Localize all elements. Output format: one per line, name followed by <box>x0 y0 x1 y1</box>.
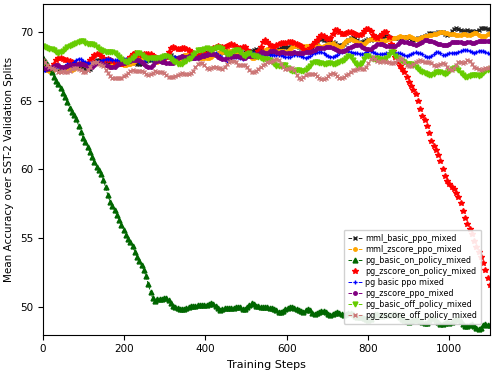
mml_basic_ppo_mixed <box>69 64 75 68</box>
pg_zscore_ppo_mixed <box>67 62 73 67</box>
pg_basic_off_policy_mixed <box>451 65 457 70</box>
Line: pg_basic_on_policy_mixed: pg_basic_on_policy_mixed <box>41 56 492 331</box>
pg_zscore_ppo_mixed <box>424 38 430 43</box>
X-axis label: Training Steps: Training Steps <box>227 360 306 370</box>
pg basic ppo mixed <box>58 65 64 70</box>
pg basic ppo mixed <box>159 55 165 60</box>
mml_zscore_ppo_mixed <box>40 65 45 69</box>
pg basic ppo mixed <box>40 69 45 73</box>
pg_basic_off_policy_mixed <box>487 67 493 72</box>
pg_zscore_off_policy_mixed <box>40 57 45 62</box>
pg_zscore_off_policy_mixed <box>67 68 73 73</box>
pg_basic_off_policy_mixed <box>58 50 64 55</box>
pg_zscore_off_policy_mixed <box>159 70 165 75</box>
mml_basic_ppo_mixed <box>60 65 66 70</box>
mml_basic_ppo_mixed <box>40 65 45 69</box>
pg_zscore_on_policy_mixed <box>487 283 493 288</box>
Line: pg_zscore_ppo_mixed: pg_zscore_ppo_mixed <box>41 39 492 70</box>
pg_basic_off_policy_mixed <box>469 73 475 77</box>
Line: pg_basic_off_policy_mixed: pg_basic_off_policy_mixed <box>41 39 492 79</box>
Line: pg_zscore_off_policy_mixed: pg_zscore_off_policy_mixed <box>41 56 492 81</box>
mml_basic_ppo_mixed <box>125 59 131 64</box>
pg_zscore_off_policy_mixed <box>453 62 459 67</box>
pg basic ppo mixed <box>467 49 473 53</box>
pg_zscore_off_policy_mixed <box>321 77 327 82</box>
Line: pg_zscore_on_policy_mixed: pg_zscore_on_policy_mixed <box>40 27 493 288</box>
pg_zscore_ppo_mixed <box>40 66 45 71</box>
mml_zscore_ppo_mixed <box>161 55 167 59</box>
pg_zscore_off_policy_mixed <box>487 65 493 69</box>
mml_basic_ppo_mixed <box>46 68 52 73</box>
Line: mml_basic_ppo_mixed: mml_basic_ppo_mixed <box>41 26 492 72</box>
pg_zscore_on_policy_mixed <box>366 27 371 31</box>
mml_zscore_ppo_mixed <box>60 64 66 69</box>
pg_basic_off_policy_mixed <box>40 43 45 48</box>
pg_zscore_on_policy_mixed <box>67 58 73 63</box>
pg_zscore_on_policy_mixed <box>467 226 473 231</box>
mml_zscore_ppo_mixed <box>69 67 75 72</box>
mml_basic_ppo_mixed <box>487 27 493 31</box>
pg basic ppo mixed <box>462 47 468 52</box>
mml_zscore_ppo_mixed <box>440 30 446 34</box>
pg_zscore_off_policy_mixed <box>58 70 64 74</box>
pg_basic_on_policy_mixed <box>464 324 470 328</box>
pg basic ppo mixed <box>449 50 454 55</box>
mml_basic_ppo_mixed <box>467 28 473 33</box>
pg_zscore_on_policy_mixed <box>58 56 64 60</box>
pg_basic_off_policy_mixed <box>125 59 131 64</box>
pg_zscore_on_policy_mixed <box>159 57 165 62</box>
pg_zscore_ppo_mixed <box>487 39 493 43</box>
pg basic ppo mixed <box>487 52 493 56</box>
pg_basic_on_policy_mixed <box>58 86 64 91</box>
pg_zscore_off_policy_mixed <box>370 55 376 59</box>
pg basic ppo mixed <box>67 62 73 66</box>
pg_zscore_on_policy_mixed <box>451 187 457 192</box>
pg_zscore_ppo_mixed <box>451 40 457 44</box>
pg_basic_on_policy_mixed <box>67 105 73 110</box>
pg_zscore_ppo_mixed <box>467 40 473 45</box>
mml_basic_ppo_mixed <box>480 26 486 30</box>
mml_basic_ppo_mixed <box>161 53 167 58</box>
Line: mml_zscore_ppo_mixed: mml_zscore_ppo_mixed <box>41 30 492 73</box>
pg_zscore_off_policy_mixed <box>469 61 475 66</box>
pg_zscore_on_policy_mixed <box>123 59 129 64</box>
mml_zscore_ppo_mixed <box>469 32 475 37</box>
pg_basic_on_policy_mixed <box>476 327 482 331</box>
pg_zscore_ppo_mixed <box>123 60 129 64</box>
pg_basic_off_policy_mixed <box>67 44 73 48</box>
mml_zscore_ppo_mixed <box>46 69 52 74</box>
pg_zscore_ppo_mixed <box>159 59 165 64</box>
pg_zscore_off_policy_mixed <box>123 72 129 77</box>
pg_basic_on_policy_mixed <box>159 297 165 301</box>
Line: pg basic ppo mixed: pg basic ppo mixed <box>41 47 492 73</box>
pg_basic_off_policy_mixed <box>78 39 84 43</box>
pg_basic_on_policy_mixed <box>449 320 454 324</box>
pg_basic_on_policy_mixed <box>487 323 493 328</box>
Y-axis label: Mean Accuracy over SST-2 Validation Splits: Mean Accuracy over SST-2 Validation Spli… <box>4 57 14 282</box>
pg_basic_on_policy_mixed <box>40 56 45 60</box>
pg_zscore_on_policy_mixed <box>40 67 45 72</box>
Legend: mml_basic_ppo_mixed, mml_zscore_ppo_mixed, pg_basic_on_policy_mixed, pg_zscore_o: mml_basic_ppo_mixed, mml_zscore_ppo_mixe… <box>344 230 481 324</box>
mml_zscore_ppo_mixed <box>453 33 459 37</box>
pg_basic_on_policy_mixed <box>123 233 129 237</box>
pg basic ppo mixed <box>123 57 129 62</box>
pg_basic_off_policy_mixed <box>161 53 167 58</box>
pg_zscore_ppo_mixed <box>58 64 64 69</box>
mml_zscore_ppo_mixed <box>125 62 131 67</box>
mml_zscore_ppo_mixed <box>487 31 493 36</box>
mml_basic_ppo_mixed <box>451 27 457 31</box>
pg_basic_off_policy_mixed <box>464 75 470 79</box>
